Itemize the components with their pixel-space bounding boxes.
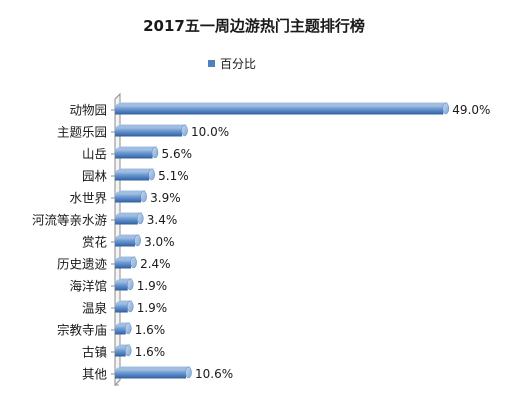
- bar-cap: [151, 146, 159, 159]
- bar-top: [115, 190, 147, 194]
- bar-body: [115, 149, 153, 159]
- bar-body: [115, 127, 182, 137]
- bar-body: [115, 171, 150, 181]
- chart-title: 2017五一周边游热门主题排行榜: [143, 17, 365, 35]
- category-label: 赏花: [82, 235, 107, 250]
- bar-body: [115, 325, 126, 335]
- bar-body: [115, 237, 136, 247]
- value-label: 1.6%: [135, 323, 166, 337]
- bar: [115, 366, 192, 379]
- bar-body: [115, 303, 128, 313]
- bar-body: [115, 347, 126, 357]
- category-label: 山岳: [82, 147, 107, 162]
- value-label: 5.1%: [158, 169, 189, 183]
- bar: [115, 212, 144, 225]
- bar-cap: [130, 256, 137, 269]
- bar-cap: [185, 366, 192, 379]
- bar-cap: [126, 278, 134, 291]
- category-label: 历史遗迹: [57, 257, 108, 272]
- bar: [115, 102, 450, 115]
- bar-cap: [442, 102, 450, 115]
- value-label: 1.9%: [137, 301, 168, 315]
- category-label: 河流等亲水游: [32, 213, 108, 228]
- bar-top: [115, 366, 192, 370]
- bar-cap: [140, 190, 147, 203]
- bar: [115, 234, 141, 247]
- bar-cap: [124, 322, 132, 335]
- bar: [115, 344, 132, 357]
- bar-body: [115, 259, 132, 269]
- category-label: 园林: [82, 169, 108, 184]
- bar: [115, 168, 155, 181]
- bar-top: [115, 212, 143, 216]
- bar-top: [115, 102, 449, 106]
- value-label: 49.0%: [452, 103, 490, 117]
- category-label: 主题乐园: [57, 125, 107, 140]
- bar-cap: [134, 234, 141, 247]
- value-label: 5.6%: [162, 147, 193, 161]
- bar-top: [115, 256, 137, 260]
- bar-cap: [148, 168, 155, 181]
- value-label: 10.6%: [195, 367, 233, 381]
- category-label: 其他: [82, 367, 108, 382]
- value-label: 2.4%: [140, 257, 171, 271]
- bar-top: [115, 168, 155, 172]
- category-label: 动物园: [69, 103, 107, 118]
- legend-swatch: [208, 60, 215, 67]
- bar: [115, 322, 132, 335]
- value-label: 3.4%: [147, 213, 178, 227]
- bar-cap: [126, 300, 134, 313]
- category-label: 古镇: [82, 345, 107, 360]
- value-label: 1.6%: [135, 345, 166, 359]
- category-label: 宗教寺庙: [57, 323, 107, 338]
- bars: [115, 102, 450, 379]
- value-label: 10.0%: [191, 125, 229, 139]
- bar-body: [115, 281, 128, 291]
- category-label: 海洋馆: [69, 279, 107, 294]
- bar: [115, 190, 147, 203]
- bar-top: [115, 146, 158, 150]
- bar: [115, 300, 134, 313]
- bar-body: [115, 105, 444, 115]
- value-labels: 49.0% 10.0% 5.6% 5.1% 3.9% 3.4% 3.0% 2.4% 1.9% 1.…: [135, 103, 491, 381]
- value-label: 3.0%: [144, 235, 175, 249]
- bar: [115, 278, 134, 291]
- bar-body: [115, 215, 138, 225]
- category-label: 温泉: [82, 301, 108, 316]
- legend: 百分比: [208, 57, 256, 71]
- bar-body: [115, 369, 187, 379]
- bar-cap: [137, 212, 144, 225]
- category-label: 水世界: [69, 191, 107, 206]
- value-label: 1.9%: [137, 279, 168, 293]
- bar-cap: [124, 344, 132, 357]
- bar-top: [115, 234, 141, 238]
- bar-body: [115, 193, 142, 203]
- bar: [115, 256, 137, 269]
- value-label: 3.9%: [150, 191, 181, 205]
- bar-cap: [181, 124, 188, 137]
- bar-top: [115, 124, 187, 128]
- bar: [115, 146, 159, 159]
- legend-label: 百分比: [220, 57, 256, 71]
- bar: [115, 124, 188, 137]
